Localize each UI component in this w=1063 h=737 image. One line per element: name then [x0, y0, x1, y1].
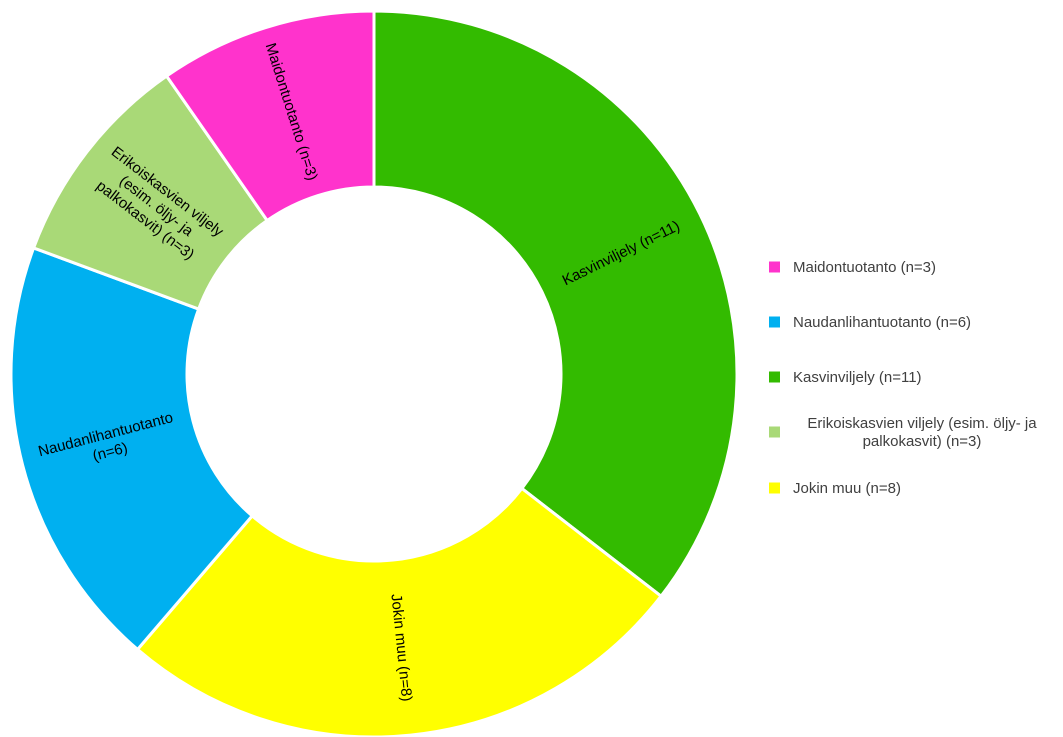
legend-item-kasvinviljely: Kasvinviljely (n=11)	[769, 369, 922, 386]
legend-label: Jokin muu (n=8)	[793, 480, 901, 497]
legend-label: Maidontuotanto (n=3)	[793, 259, 936, 276]
legend: Maidontuotanto (n=3) Naudanlihantuotanto …	[769, 259, 1037, 497]
legend-swatch	[769, 426, 780, 438]
legend-item-naudanlihantuotanto: Naudanlihantuotanto (n=6)	[769, 314, 971, 331]
slice-naudanlihantuotanto	[9, 246, 255, 652]
legend-swatch	[769, 482, 780, 494]
legend-swatch	[769, 316, 780, 328]
legend-label: Naudanlihantuotanto (n=6)	[793, 314, 971, 331]
legend-label: Kasvinviljely (n=11)	[793, 369, 922, 386]
legend-swatch	[769, 261, 780, 273]
legend-item-erikoiskasvien-viljely: Erikoiskasvien viljely (esim. öljy- ja pa…	[769, 415, 1037, 450]
slices-group	[9, 9, 739, 737]
legend-label: Erikoiskasvien viljely (esim. öljy- ja pa…	[807, 415, 1037, 450]
legend-item-maidontuotanto: Maidontuotanto (n=3)	[769, 259, 936, 276]
slice-label-erikoiskasvien-viljely: Erikoiskasvien viljely(esim. öljy- japal…	[86, 143, 227, 269]
legend-swatch	[769, 371, 780, 383]
slice-jokin-muu	[135, 486, 664, 737]
slice-maidontuotanto	[164, 9, 376, 223]
legend-item-jokin-muu: Jokin muu (n=8)	[769, 480, 901, 497]
slice-kasvinviljely	[372, 9, 739, 599]
